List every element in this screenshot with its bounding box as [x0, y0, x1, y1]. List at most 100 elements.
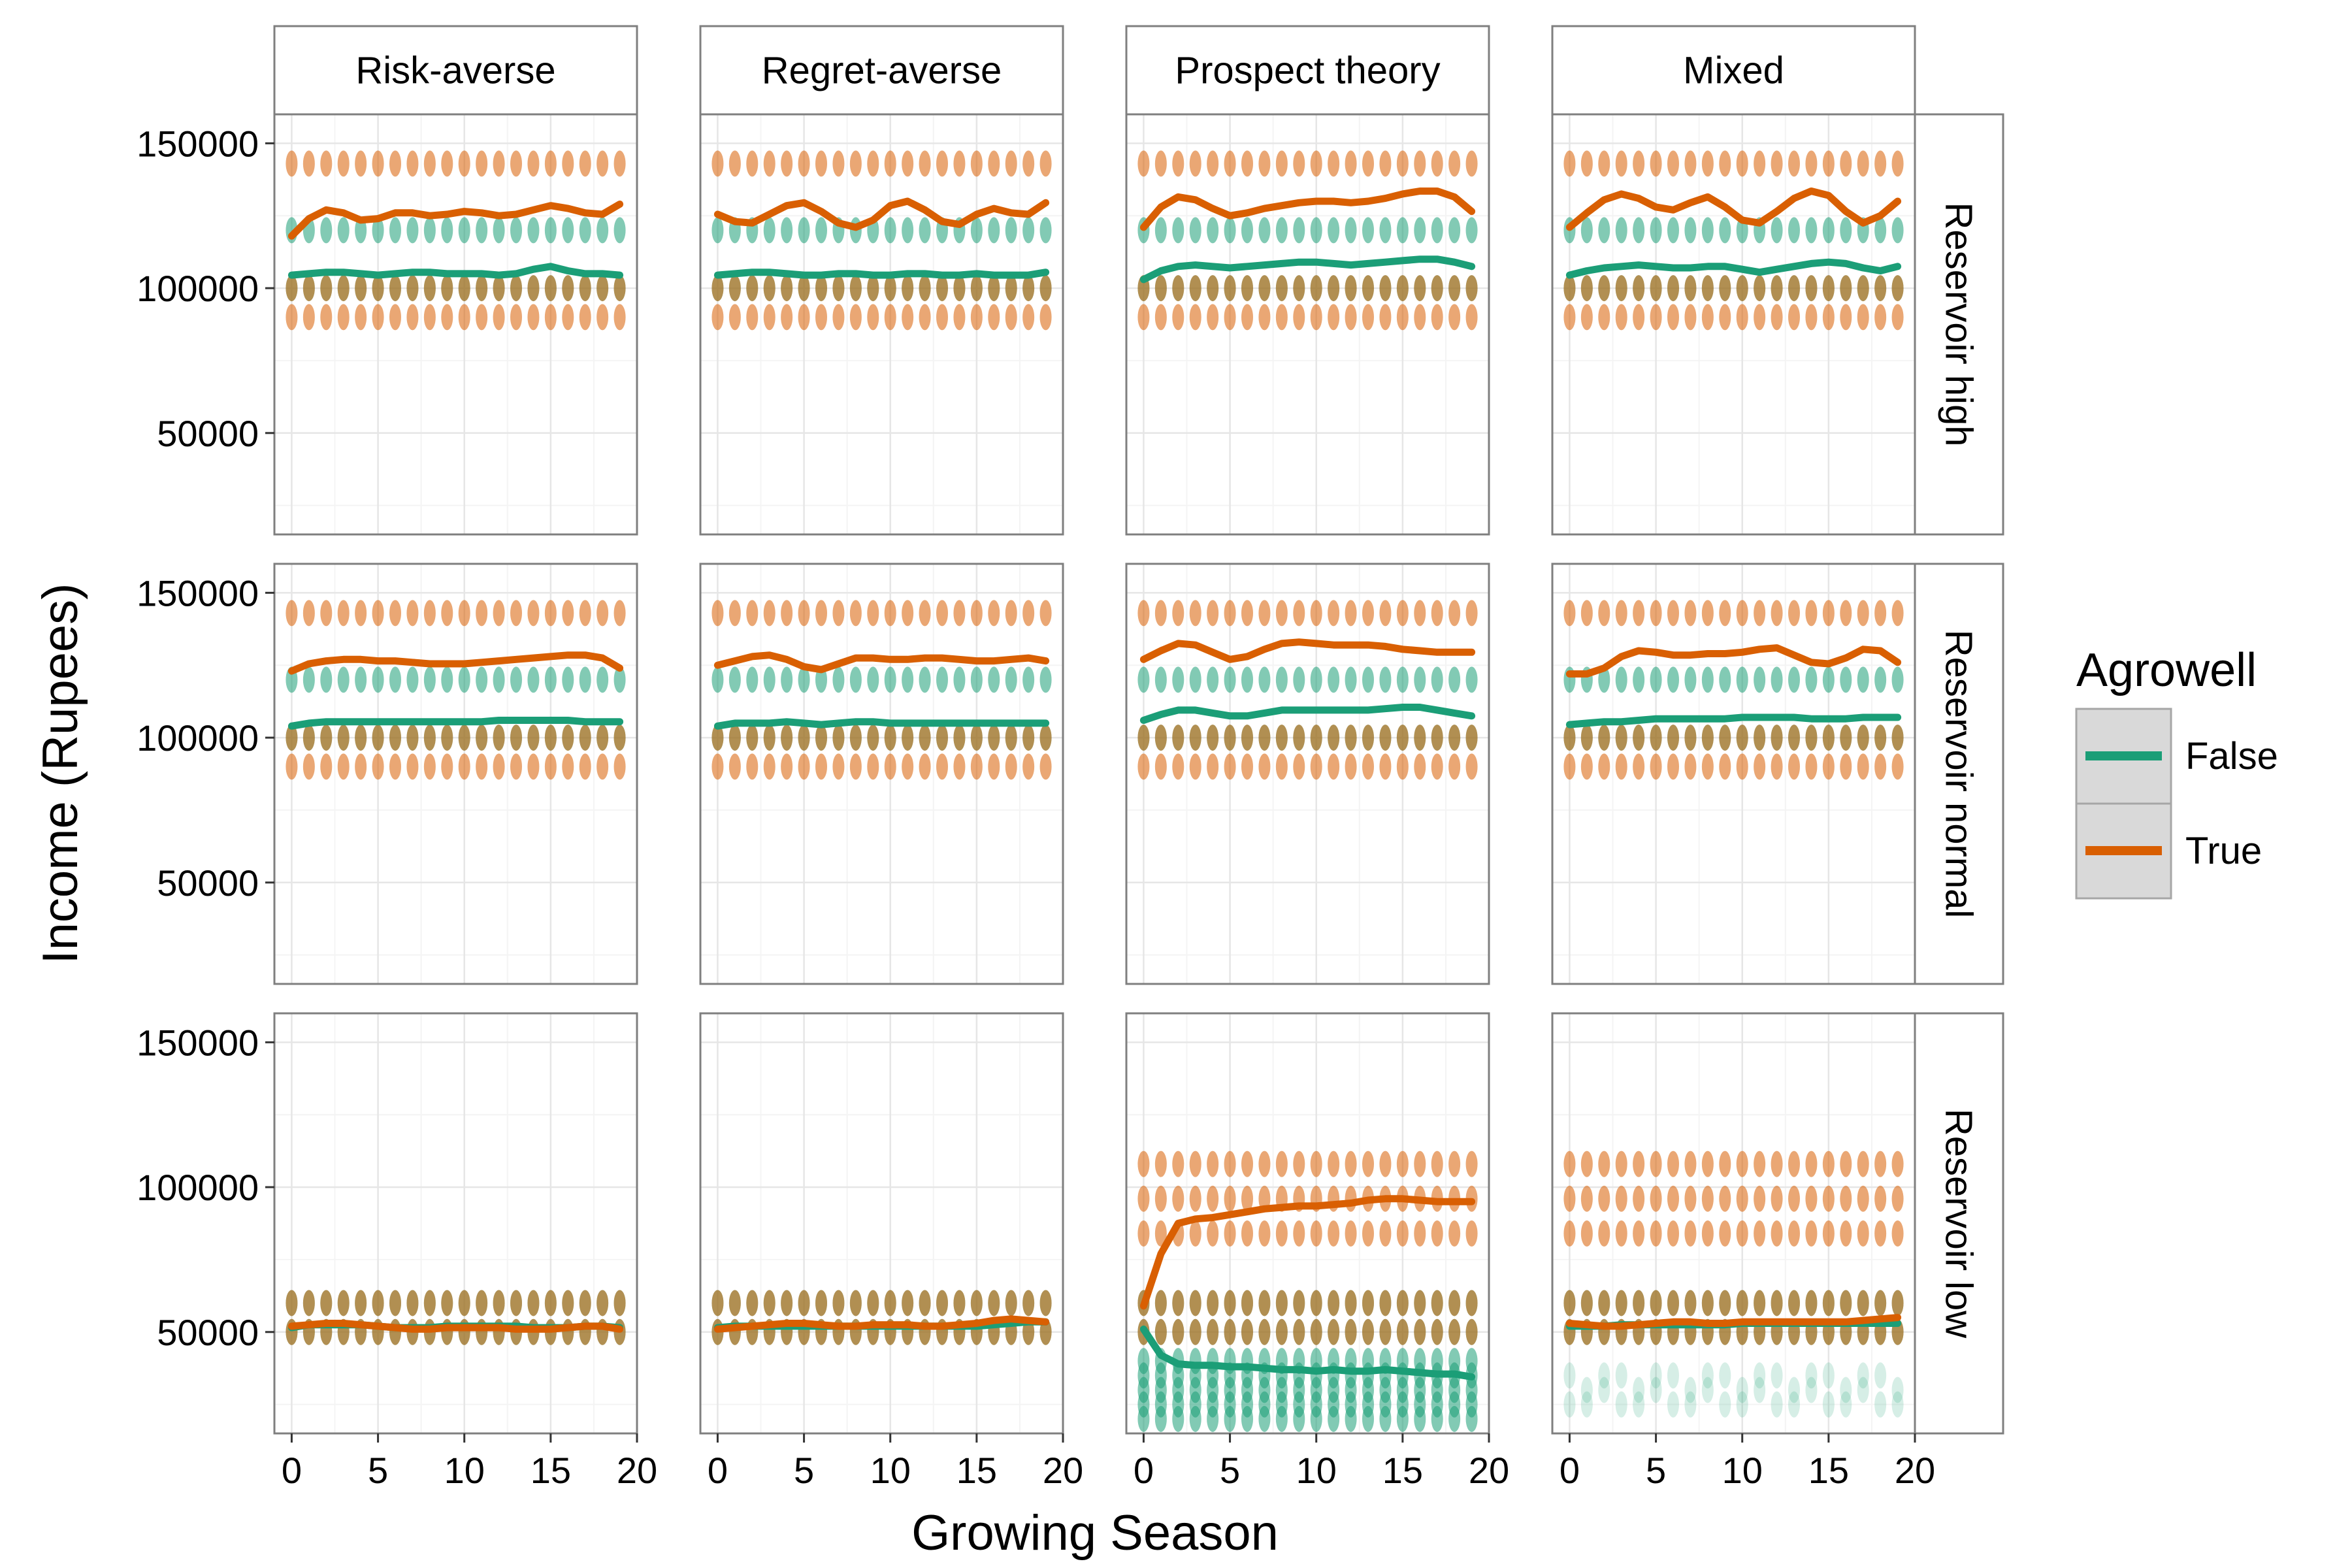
data-point-true [919, 725, 931, 751]
data-point-false [1788, 1377, 1800, 1403]
data-point-true [1396, 150, 1409, 177]
data-point-false [1328, 666, 1340, 693]
data-point-true [1874, 304, 1887, 331]
data-point-true [763, 1290, 776, 1316]
data-point-true [1874, 600, 1887, 627]
data-point-true [613, 150, 626, 177]
data-point-true [970, 753, 983, 780]
data-point-true [1275, 725, 1288, 751]
data-point-true [1580, 600, 1593, 627]
data-point-true [936, 150, 948, 177]
data-point-false [1414, 1405, 1426, 1432]
data-point-false [1379, 217, 1392, 244]
y-axis-title: Income (Rupees) [33, 583, 88, 964]
data-point-true [798, 1290, 810, 1316]
data-point-true [458, 304, 470, 331]
data-point-true [970, 304, 983, 331]
data-point-true [1465, 275, 1478, 302]
data-point-false [1563, 1362, 1576, 1389]
data-point-true [458, 150, 470, 177]
data-point-true [1345, 275, 1357, 302]
data-point-true [1650, 1185, 1662, 1212]
data-point-true [1754, 1220, 1766, 1247]
data-point-true [544, 725, 557, 751]
data-point-false [1633, 1391, 1645, 1418]
data-point-true [1207, 1185, 1219, 1212]
data-point-false [1137, 666, 1150, 693]
row-strip [1914, 1012, 2004, 1435]
data-point-true [1241, 1185, 1253, 1212]
data-point-true [1822, 1290, 1835, 1316]
data-point-true [1822, 304, 1835, 331]
data-point-false [919, 666, 931, 693]
data-point-true [1275, 1318, 1288, 1345]
data-point-false [1345, 1405, 1357, 1432]
data-point-true [1362, 304, 1374, 331]
data-point-true [493, 753, 505, 780]
data-point-false [1874, 1362, 1887, 1389]
data-point-false [1241, 666, 1253, 693]
data-point-true [884, 304, 896, 331]
data-point-true [562, 725, 574, 751]
smooth-lines [1565, 644, 1902, 728]
data-point-true [320, 753, 333, 780]
data-point-true [579, 1290, 591, 1316]
data-point-false [849, 666, 862, 693]
data-point-true [1293, 275, 1305, 302]
smooth-line-true [1139, 1195, 1476, 1310]
data-point-true [1615, 275, 1627, 302]
data-point-true [1448, 304, 1461, 331]
data-point-true [1154, 1318, 1167, 1345]
data-point-true [1224, 304, 1236, 331]
data-point-true [1684, 1220, 1697, 1247]
data-point-true [763, 150, 776, 177]
data-point-false [1633, 217, 1645, 244]
data-point-true [1328, 1151, 1340, 1177]
data-point-true [1874, 150, 1887, 177]
data-point-true [1362, 1290, 1374, 1316]
data-point-true [1615, 1185, 1627, 1212]
data-point-true [1633, 1185, 1645, 1212]
data-point-true [613, 753, 626, 780]
data-point-true [1224, 275, 1236, 302]
data-point-true [562, 1290, 574, 1316]
data-point-true [919, 600, 931, 627]
data-point-true [1788, 725, 1800, 751]
data-point-true [728, 150, 741, 177]
data-point-true [1293, 753, 1305, 780]
data-point-false [1771, 1362, 1783, 1389]
data-point-true [1154, 753, 1167, 780]
grid [1126, 114, 1489, 534]
data-point-false [613, 217, 626, 244]
data-point-true [1840, 275, 1852, 302]
data-point-true [1822, 275, 1835, 302]
data-point-true [1684, 304, 1697, 331]
panel [1125, 113, 1490, 536]
data-point-true [1396, 725, 1409, 751]
data-point-false [1805, 1377, 1818, 1403]
smooth-line-false [1139, 1325, 1476, 1380]
data-point-true [1736, 304, 1748, 331]
data-point-true [1684, 150, 1697, 177]
data-point-false [1736, 666, 1748, 693]
data-point-true [1328, 304, 1340, 331]
data-point-false [1563, 1391, 1576, 1418]
data-point-true [1275, 275, 1288, 302]
data-point-true [1396, 1290, 1409, 1316]
data-point-true [320, 150, 333, 177]
data-point-false [763, 666, 776, 693]
data-point-true [389, 1318, 401, 1345]
x-tick-label: 20 [1043, 1450, 1083, 1491]
data-point-true [1736, 1185, 1748, 1212]
data-point-true [1258, 275, 1271, 302]
data-point-true [1362, 753, 1374, 780]
data-point-true [728, 753, 741, 780]
data-point-true [1379, 1220, 1392, 1247]
data-point-false [1891, 1391, 1904, 1418]
data-point-true [1667, 753, 1679, 780]
data-point-false [884, 217, 896, 244]
smooth-line-true [287, 201, 624, 240]
data-point-true [544, 304, 557, 331]
data-point-true [1172, 1185, 1184, 1212]
data-point-true [476, 150, 488, 177]
